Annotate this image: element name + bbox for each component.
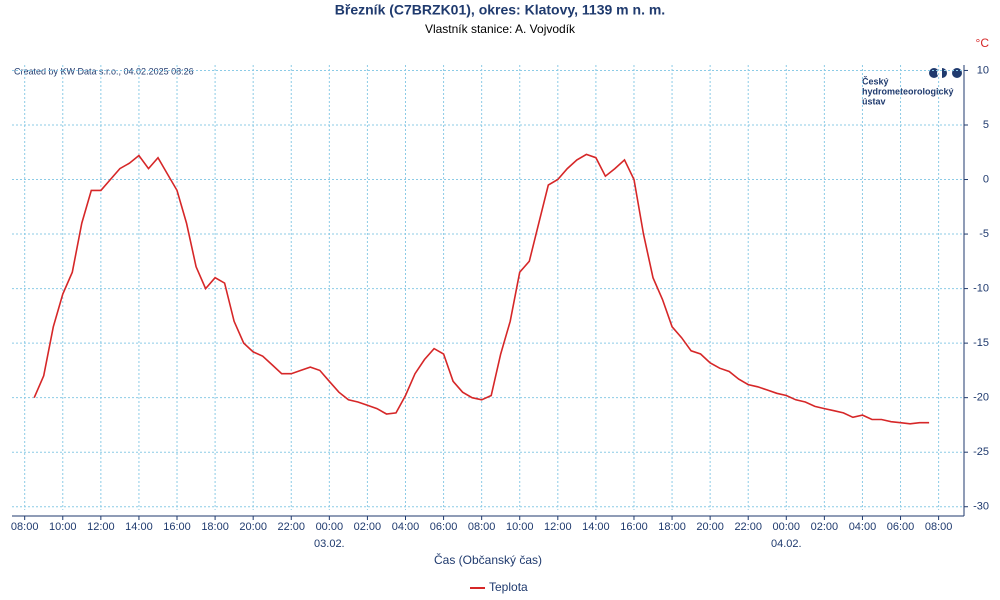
chart-subtitle: Vlastník stanice: A. Vojvodík bbox=[425, 22, 576, 36]
x-tick-label: 16:00 bbox=[163, 521, 191, 533]
y-tick-label: 0 bbox=[983, 173, 989, 185]
y-tick-label: -25 bbox=[973, 446, 989, 458]
chart-title: Březník (C7BRZK01), okres: Klatovy, 1139… bbox=[335, 2, 665, 18]
temperature-line bbox=[33, 153, 930, 425]
x-tick-label: 10:00 bbox=[49, 521, 77, 533]
y-tick-label: -10 bbox=[973, 282, 989, 294]
x-tick-label: 08:00 bbox=[11, 521, 39, 533]
x-tick-label: 08:00 bbox=[925, 521, 953, 533]
x-axis-label: Čas (Občanský čas) bbox=[434, 552, 542, 567]
y-tick-label: 5 bbox=[983, 119, 989, 131]
x-tick-label: 12:00 bbox=[544, 521, 572, 533]
x-tick-label: 16:00 bbox=[620, 521, 648, 533]
logo-icon bbox=[929, 68, 962, 78]
x-tick-label: 06:00 bbox=[430, 521, 458, 533]
x-tick-label: 12:00 bbox=[87, 521, 115, 533]
x-tick-label: 06:00 bbox=[887, 521, 915, 533]
y-tick-label: -15 bbox=[973, 337, 989, 349]
y-tick-label: -5 bbox=[979, 228, 989, 240]
x-tick-label: 02:00 bbox=[811, 521, 839, 533]
logo-text: ústav bbox=[862, 96, 886, 106]
logo-text: hydrometeorologický bbox=[862, 86, 954, 96]
x-tick-label: 14:00 bbox=[582, 521, 610, 533]
date-label: 04.02. bbox=[771, 538, 802, 550]
legend-label: Teplota bbox=[489, 580, 528, 594]
y-unit: °C bbox=[976, 36, 990, 50]
y-tick-label: -20 bbox=[973, 392, 989, 404]
x-tick-label: 10:00 bbox=[506, 521, 534, 533]
x-tick-label: 08:00 bbox=[468, 521, 496, 533]
x-tick-label: 20:00 bbox=[239, 521, 267, 533]
date-label: 03.02. bbox=[314, 538, 345, 550]
x-tick-label: 18:00 bbox=[201, 521, 229, 533]
x-tick-label: 04:00 bbox=[392, 521, 420, 533]
x-tick-label: 00:00 bbox=[773, 521, 801, 533]
y-tick-label: 10 bbox=[977, 64, 989, 76]
plot-area bbox=[12, 65, 964, 510]
x-tick-label: 04:00 bbox=[849, 521, 877, 533]
y-tick-label: -30 bbox=[973, 501, 989, 513]
x-tick-label: 20:00 bbox=[696, 521, 724, 533]
x-tick-label: 22:00 bbox=[734, 521, 762, 533]
logo-text: Český bbox=[862, 75, 889, 86]
x-tick-label: 22:00 bbox=[277, 521, 305, 533]
credit: Created by KW Data s.r.o., 04.02.2025 08… bbox=[14, 66, 194, 76]
x-tick-label: 00:00 bbox=[316, 521, 344, 533]
x-tick-label: 02:00 bbox=[354, 521, 382, 533]
x-tick-label: 14:00 bbox=[125, 521, 153, 533]
x-tick-label: 18:00 bbox=[658, 521, 686, 533]
